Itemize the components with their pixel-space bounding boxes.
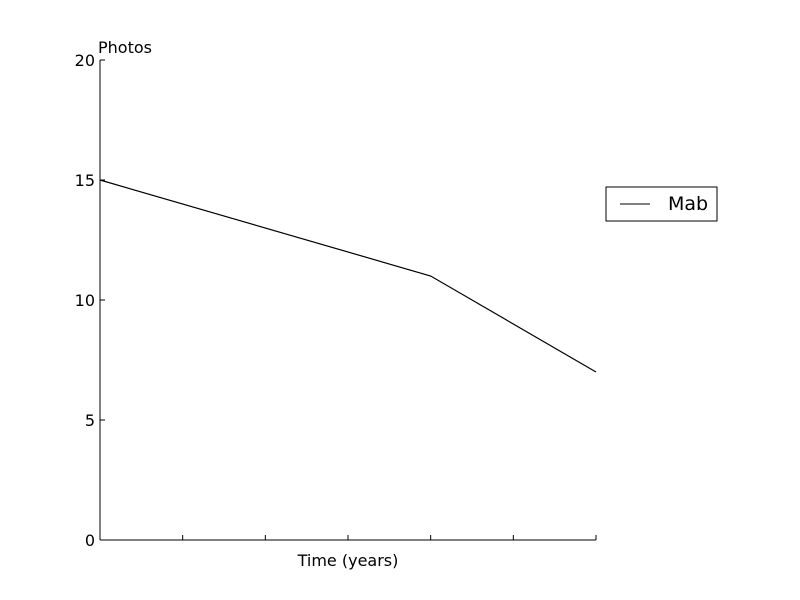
axes — [99, 60, 596, 541]
y-ticks: 0 5 10 15 20 — [75, 51, 105, 550]
legend-label-mab: Mab — [668, 193, 708, 215]
y-tick-label: 0 — [85, 531, 95, 550]
y-tick-label: 5 — [85, 411, 95, 430]
x-axis-title: Time (years) — [297, 551, 399, 570]
y-axis-title: Photos — [98, 38, 152, 57]
series-line-mab — [99, 179, 597, 373]
y-tick-label: 20 — [75, 51, 95, 70]
y-tick-label: 10 — [75, 291, 95, 310]
legend: Mab — [605, 186, 718, 222]
series-layer — [99, 179, 597, 373]
y-tick-label: 15 — [75, 171, 95, 190]
x-ticks — [99, 535, 597, 540]
